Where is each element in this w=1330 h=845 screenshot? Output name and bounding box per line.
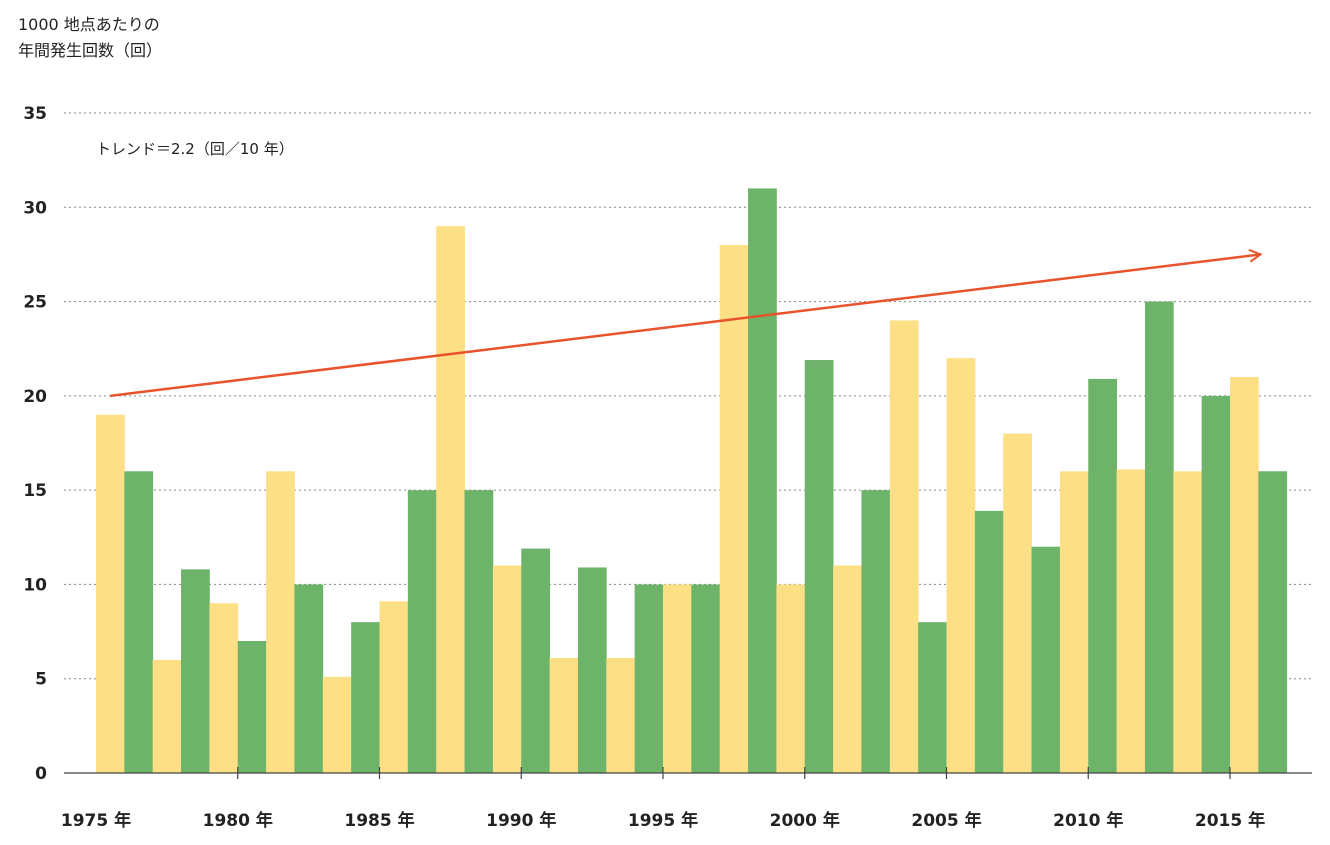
y-tick-label: 20 (23, 387, 47, 407)
bar (1201, 395, 1231, 773)
bar (1031, 546, 1061, 773)
bar (492, 565, 522, 773)
bar (152, 659, 182, 773)
bar (833, 565, 862, 773)
y-tick-label: 15 (23, 481, 47, 501)
bar (1230, 377, 1259, 773)
bar (804, 360, 834, 773)
bar (351, 622, 380, 773)
x-tick-label: 1990 年 (486, 810, 556, 831)
bar (634, 584, 664, 773)
bar (748, 188, 777, 773)
bar (719, 245, 749, 773)
bar (436, 226, 465, 774)
bar (606, 657, 636, 773)
bar (1059, 471, 1089, 773)
y-axis-label-line-2: 年間発生回数（回） (18, 41, 163, 60)
bar (266, 471, 295, 773)
y-tick-label: 35 (23, 104, 47, 124)
bar (237, 641, 267, 773)
x-tick-label: 2015 年 (1195, 810, 1265, 831)
bar (464, 490, 494, 773)
bar (861, 490, 891, 773)
bar (521, 548, 550, 773)
bar (889, 320, 919, 773)
bar (1144, 301, 1174, 773)
x-tick-label: 2010 年 (1053, 810, 1123, 831)
bar (181, 569, 210, 773)
x-tick-label: 1980 年 (203, 810, 273, 831)
y-tick-label: 25 (23, 293, 47, 313)
bar (294, 584, 324, 773)
x-tick-label: 2000 年 (770, 810, 840, 831)
bar (946, 358, 976, 773)
bar (322, 676, 352, 773)
bar (407, 490, 437, 773)
bar (96, 414, 125, 773)
bar (209, 603, 239, 773)
bar (1173, 471, 1203, 773)
trend-line (110, 254, 1260, 398)
bar (776, 584, 806, 773)
x-tick-label: 1985 年 (344, 810, 414, 831)
bar (691, 584, 721, 773)
bar (974, 510, 1004, 773)
y-axis-label-line-1: 1000 地点あたりの (18, 15, 160, 34)
bar (549, 657, 579, 773)
x-tick-label: 1975 年 (61, 810, 131, 831)
x-tick-label: 2005 年 (911, 810, 981, 831)
bar (918, 622, 947, 773)
y-tick-label: 30 (23, 198, 47, 218)
bar (1088, 378, 1117, 773)
bar (663, 584, 692, 773)
x-tick-label: 1995 年 (628, 810, 698, 831)
bar (577, 567, 607, 773)
bar (1003, 433, 1032, 773)
y-axis-label: 1000 地点あたりの 年間発生回数（回） (18, 12, 162, 64)
y-tick-label: 0 (35, 764, 47, 784)
bar (1258, 471, 1288, 773)
y-tick-label: 5 (35, 670, 47, 690)
bar (124, 471, 154, 773)
trend-label: トレンド＝2.2（回／10 年） (96, 140, 294, 158)
bar (1116, 469, 1146, 773)
bar (379, 601, 409, 773)
y-tick-label: 10 (23, 575, 47, 595)
